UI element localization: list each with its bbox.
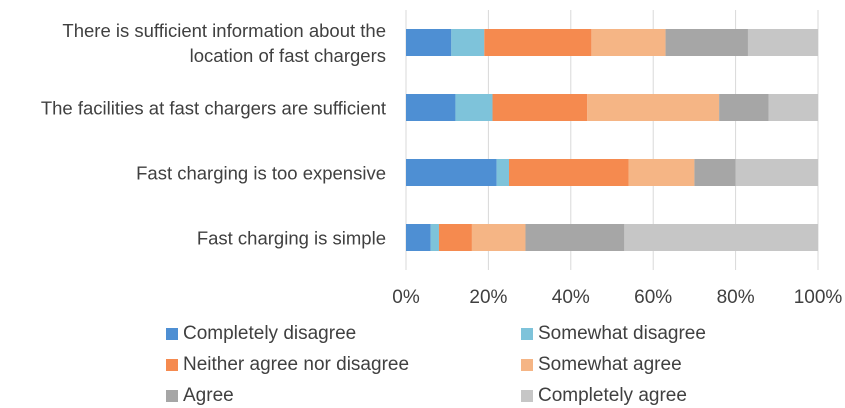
y-tick-label: There is sufficient information about th…	[62, 19, 386, 66]
bar-segment	[665, 29, 748, 56]
bar-segment	[768, 94, 818, 121]
bar-segment	[525, 224, 625, 251]
bar-segment	[484, 29, 592, 56]
legend-label: Neither agree nor disagree	[183, 354, 409, 375]
x-tick-label: 60%	[634, 287, 672, 308]
legend-swatch	[166, 390, 178, 402]
legend-label: Somewhat agree	[538, 354, 682, 375]
bar-segment	[624, 224, 818, 251]
bar-segment	[496, 159, 509, 186]
bar-segment	[587, 94, 720, 121]
x-tick-label: 100%	[794, 287, 843, 308]
legend-label: Completely agree	[538, 385, 687, 406]
bar-segment	[406, 94, 456, 121]
bar-segment	[406, 224, 431, 251]
y-tick-label: Fast charging is simple	[196, 227, 386, 248]
bar-segment	[406, 159, 497, 186]
bar-segment	[747, 29, 818, 56]
bar-segment	[509, 159, 629, 186]
bar-segment	[430, 224, 439, 251]
y-tick-label: Fast charging is too expensive	[136, 162, 386, 183]
x-tick-label: 80%	[717, 287, 755, 308]
bar-segment	[591, 29, 666, 56]
y-tick-label: The facilities at fast chargers are suff…	[40, 97, 386, 118]
legend-label: Somewhat disagree	[538, 323, 706, 344]
legend-swatch	[521, 390, 533, 402]
legend-label: Agree	[183, 385, 234, 406]
bar-segment	[471, 224, 526, 251]
bar-segment	[492, 94, 588, 121]
legend-label: Completely disagree	[183, 323, 356, 344]
bar-segment	[694, 159, 736, 186]
bar-segment	[455, 94, 493, 121]
bar-segment	[451, 29, 485, 56]
bar-segment	[735, 159, 818, 186]
bar-segment	[628, 159, 695, 186]
bar-segment	[719, 94, 769, 121]
x-tick-label: 0%	[392, 287, 420, 308]
bar-segment	[406, 29, 452, 56]
legend-swatch	[521, 359, 533, 371]
x-tick-label: 20%	[469, 287, 507, 308]
x-tick-label: 40%	[552, 287, 590, 308]
bar-segment	[438, 224, 472, 251]
legend-swatch	[166, 359, 178, 371]
legend-swatch	[166, 328, 178, 340]
legend-swatch	[521, 328, 533, 340]
